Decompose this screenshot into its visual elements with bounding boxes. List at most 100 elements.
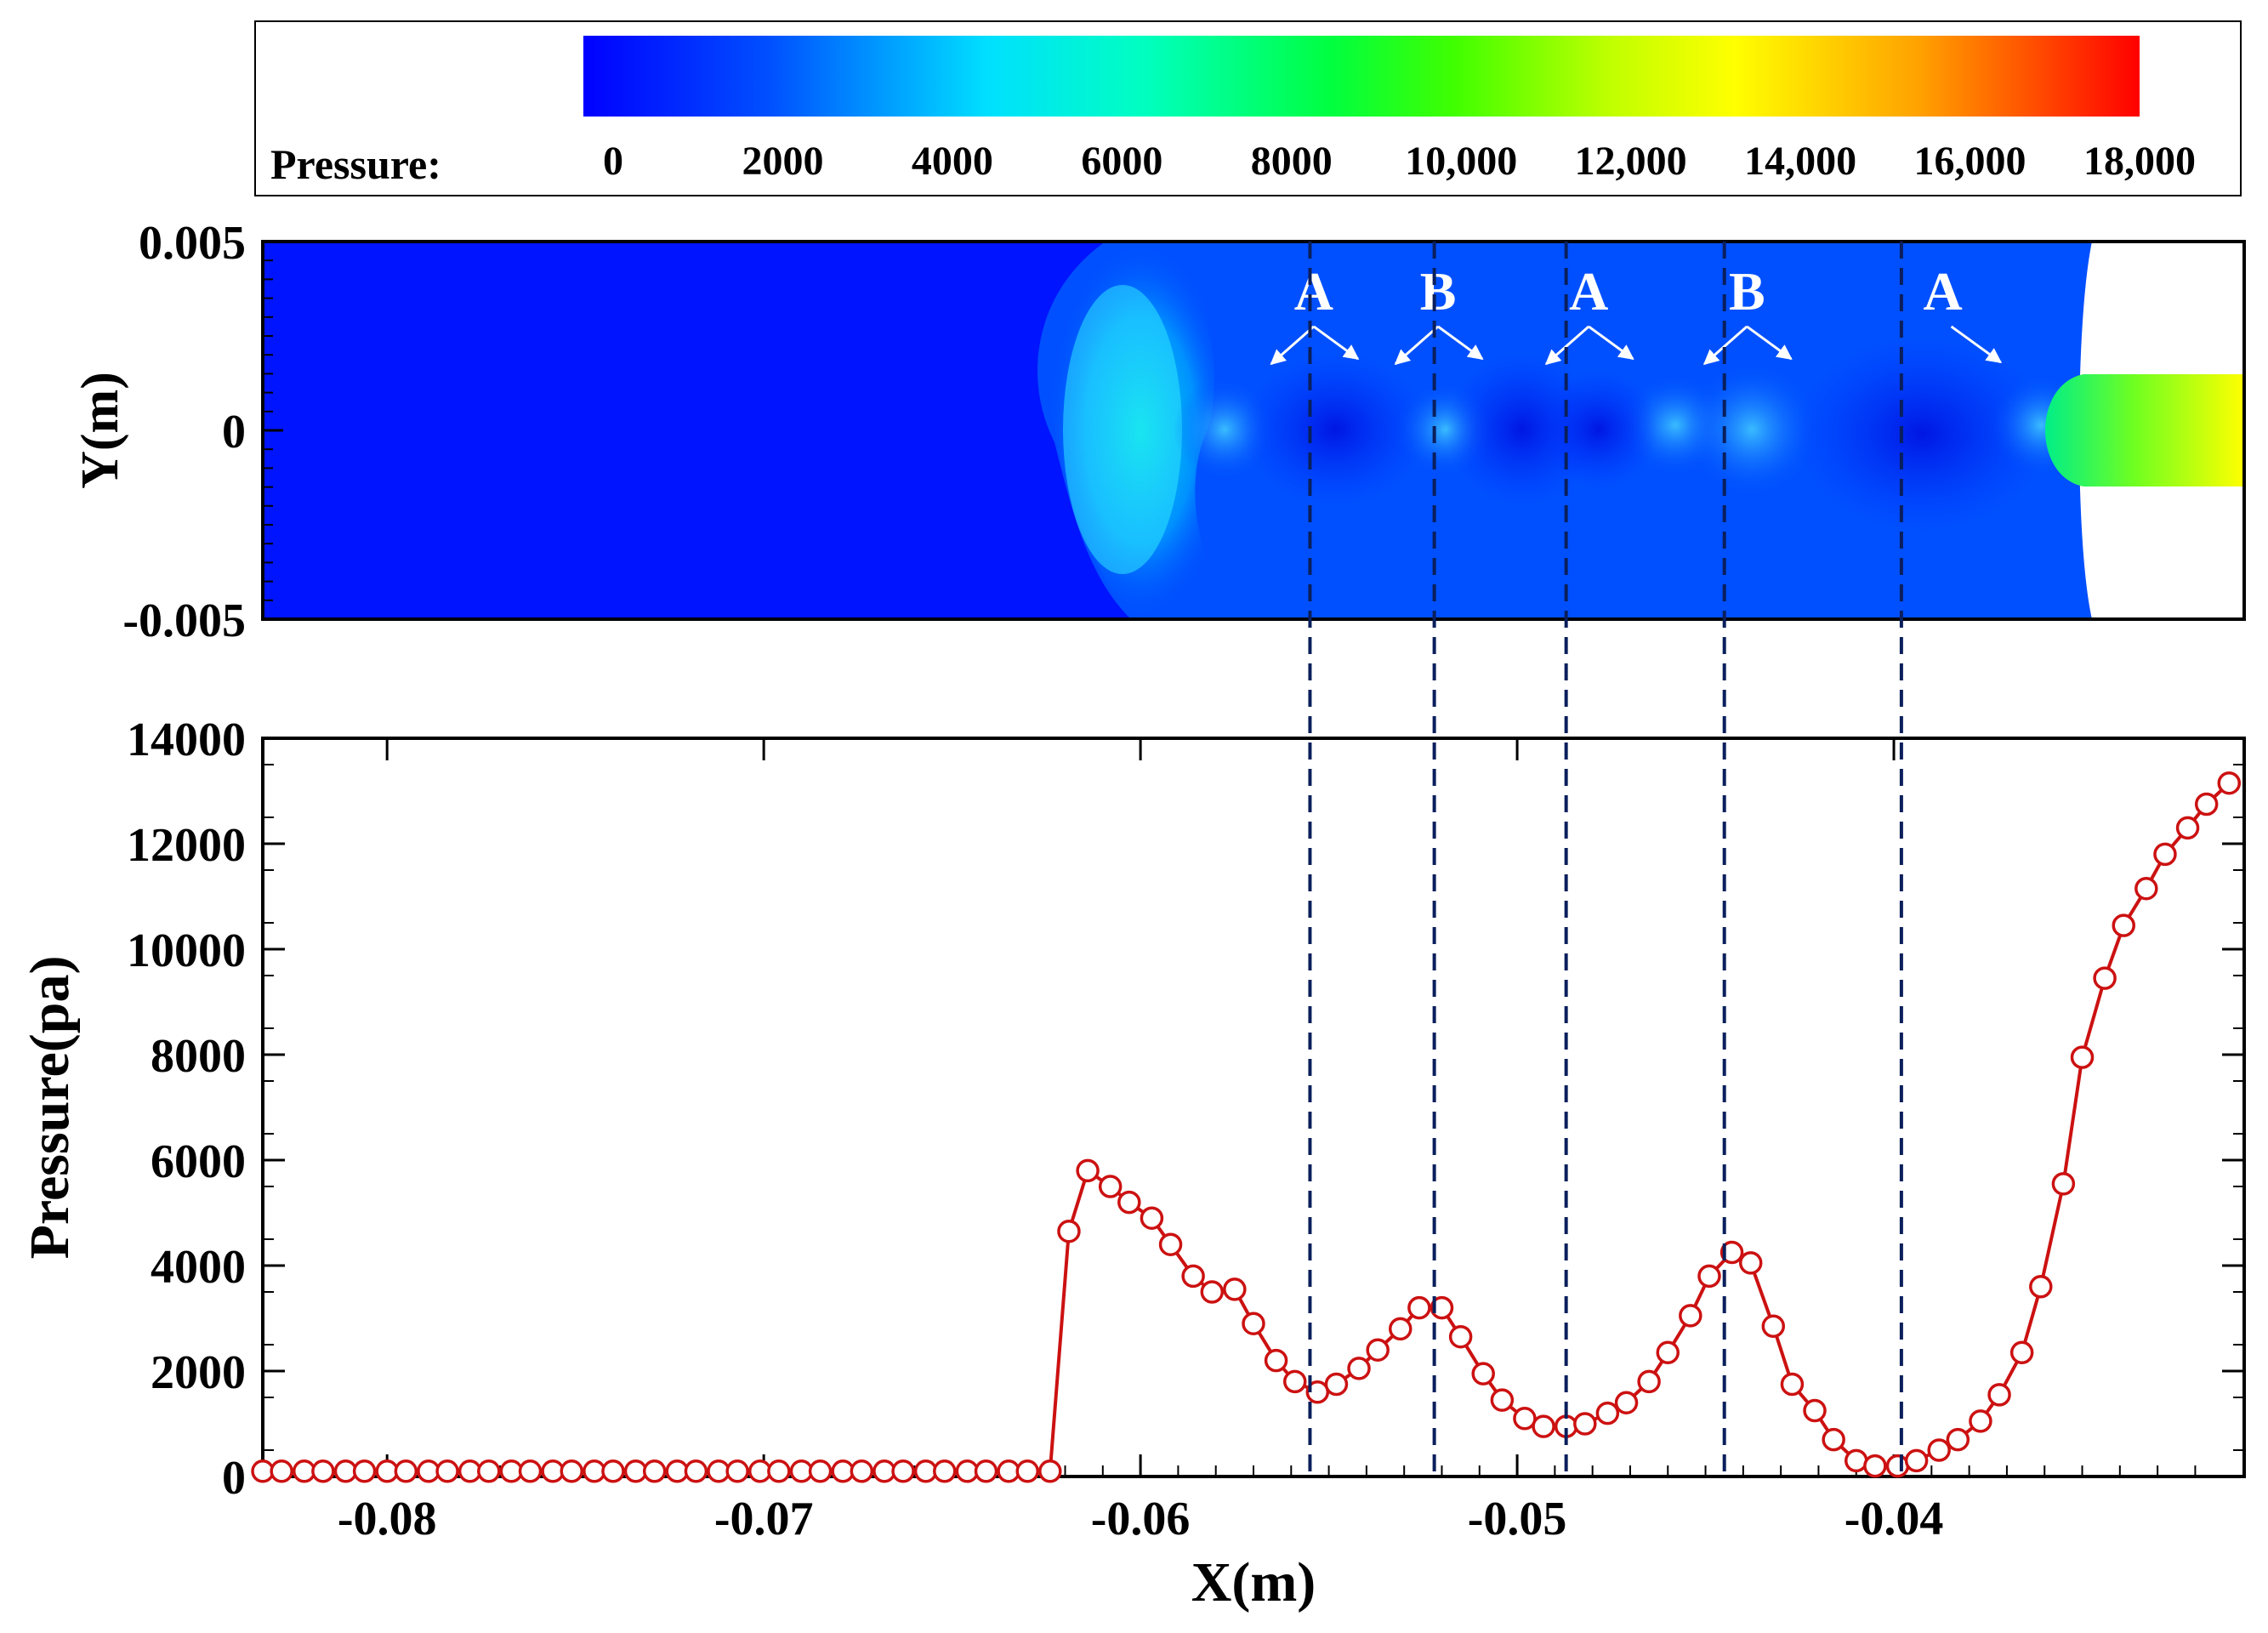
contour-arrow <box>1270 325 1315 366</box>
pressure-point <box>1803 1398 1827 1423</box>
contour-arrow <box>1950 325 2003 364</box>
pressure-point <box>601 1459 625 1483</box>
contour-jet <box>2045 374 2244 486</box>
colorbar-tick-label: 14,000 <box>1744 139 1856 184</box>
chart-x-tick-label: -0.06 <box>1091 1493 1191 1545</box>
chart-x-tick-label: -0.05 <box>1468 1493 1567 1545</box>
pressure-point <box>1490 1388 1515 1412</box>
pressure-point <box>1242 1312 1265 1335</box>
pressure-point <box>1057 1219 1081 1243</box>
pressure-point <box>1038 1459 1062 1483</box>
contour-y-tick-label: 0.005 <box>139 217 246 270</box>
contour-arrow <box>1588 325 1634 361</box>
colorbar-tick-label: 12,000 <box>1575 139 1687 184</box>
chart-y-tick-label: 12000 <box>127 819 246 872</box>
colorbar-tick-label: 8000 <box>1251 139 1333 184</box>
pressure-point <box>1885 1454 1910 1478</box>
pressure-point <box>2093 966 2117 990</box>
pressure-point <box>2175 816 2200 840</box>
pressure-point <box>1927 1438 1951 1462</box>
pressure-point <box>1614 1391 1639 1414</box>
pressure-point <box>1098 1175 1123 1198</box>
pressure-point <box>2029 1275 2053 1299</box>
pressure-point <box>1158 1232 1183 1256</box>
pressure-point <box>767 1459 791 1483</box>
colorbar-tick-label: 2000 <box>742 139 823 184</box>
pressure-point <box>1697 1264 1721 1289</box>
pressure-point <box>1264 1348 1288 1373</box>
contour-label-a: A <box>1924 261 1963 321</box>
chart-frame <box>261 737 2246 1478</box>
contour-arrow <box>1746 325 1793 361</box>
pressure-point <box>1969 1409 1992 1433</box>
pressure-point <box>850 1459 874 1483</box>
pressure-point <box>477 1459 501 1483</box>
chart-y-tick-label: 6000 <box>151 1135 246 1188</box>
pressure-point <box>1946 1427 1970 1452</box>
colorbar-tick-label: 4000 <box>912 139 993 184</box>
chart-y-tick-label: 2000 <box>151 1346 246 1399</box>
pressure-point <box>2070 1045 2095 1069</box>
pressure-point <box>1904 1448 1929 1473</box>
pressure-point <box>891 1459 915 1483</box>
contour-y-axis-label: Y(m) <box>71 372 129 489</box>
pressure-point <box>1282 1369 1307 1394</box>
pressure-point <box>1015 1459 1039 1483</box>
pressure-point <box>394 1459 418 1483</box>
colorbar-tick-label: 18,000 <box>2083 139 2196 184</box>
contour-arrow <box>1437 325 1484 361</box>
pressure-point <box>1389 1317 1413 1341</box>
colorbar-gradient <box>583 36 2140 117</box>
chart-y-tick-label: 4000 <box>151 1241 246 1294</box>
pressure-point <box>642 1459 667 1483</box>
colorbar-label: Pressure: <box>270 140 441 188</box>
colorbar-tick-labels: 0 2000 4000 6000 8000 10,000 12,000 14,000 16,00… <box>603 139 2196 184</box>
line-chart: 0 2000 4000 6000 8000 10000 12000 14000 -0.08 -0.… <box>19 714 2246 1613</box>
contour-y-tick-label: 0 <box>222 406 246 458</box>
pressure-point <box>1656 1340 1680 1365</box>
pressure-point <box>1407 1295 1431 1320</box>
pressure-point <box>2134 876 2158 901</box>
chart-x-tick-label: -0.07 <box>714 1493 814 1545</box>
colorbar-tick-label: 0 <box>603 139 623 184</box>
chart-ticks: 0 2000 4000 6000 8000 10000 12000 14000 -0.08 -0.… <box>127 714 2244 1545</box>
pressure-point <box>1430 1295 1454 1320</box>
pressure-point <box>2009 1340 2034 1365</box>
contour-label-a: A <box>1294 261 1333 321</box>
pressure-point <box>684 1459 708 1483</box>
chart-y-tick-label: 10000 <box>127 925 246 977</box>
pressure-point <box>1471 1362 1495 1385</box>
dashed-guides <box>1308 242 1903 1477</box>
pressure-point <box>1200 1280 1225 1304</box>
colorbar-tick-label: 10,000 <box>1405 139 1517 184</box>
pressure-point <box>808 1459 833 1483</box>
pressure-point <box>1987 1383 2011 1407</box>
pressure-point <box>1637 1369 1661 1394</box>
pressure-point <box>1223 1277 1247 1301</box>
pressure-point <box>2194 792 2219 816</box>
pressure-point <box>1595 1401 1620 1425</box>
pressure-point <box>2217 771 2242 795</box>
pressure-point <box>1324 1372 1349 1397</box>
contour-label-b: B <box>1420 261 1457 321</box>
contour-arrow <box>1544 325 1590 366</box>
colorbar-tick-label: 6000 <box>1081 139 1162 184</box>
pressure-point <box>1863 1454 1887 1478</box>
pressure-point <box>1366 1338 1390 1362</box>
pressure-point <box>1822 1427 1845 1452</box>
pressure-point <box>1076 1158 1100 1183</box>
contour-arrow <box>1394 325 1440 366</box>
chart-y-tick-label: 8000 <box>151 1030 246 1083</box>
pressure-point <box>1679 1304 1702 1328</box>
contour-y-ticks: 0.005 0 -0.005 <box>122 217 283 647</box>
pressure-point <box>1573 1412 1597 1436</box>
pressure-point <box>1347 1357 1371 1380</box>
pressure-point <box>1140 1206 1164 1230</box>
chart-x-tick-label: -0.04 <box>1845 1493 1944 1545</box>
pressure-point <box>1738 1251 1763 1275</box>
contour-arrow <box>1702 325 1748 366</box>
contour-cell <box>1684 361 1820 498</box>
pressure-point <box>270 1459 293 1483</box>
